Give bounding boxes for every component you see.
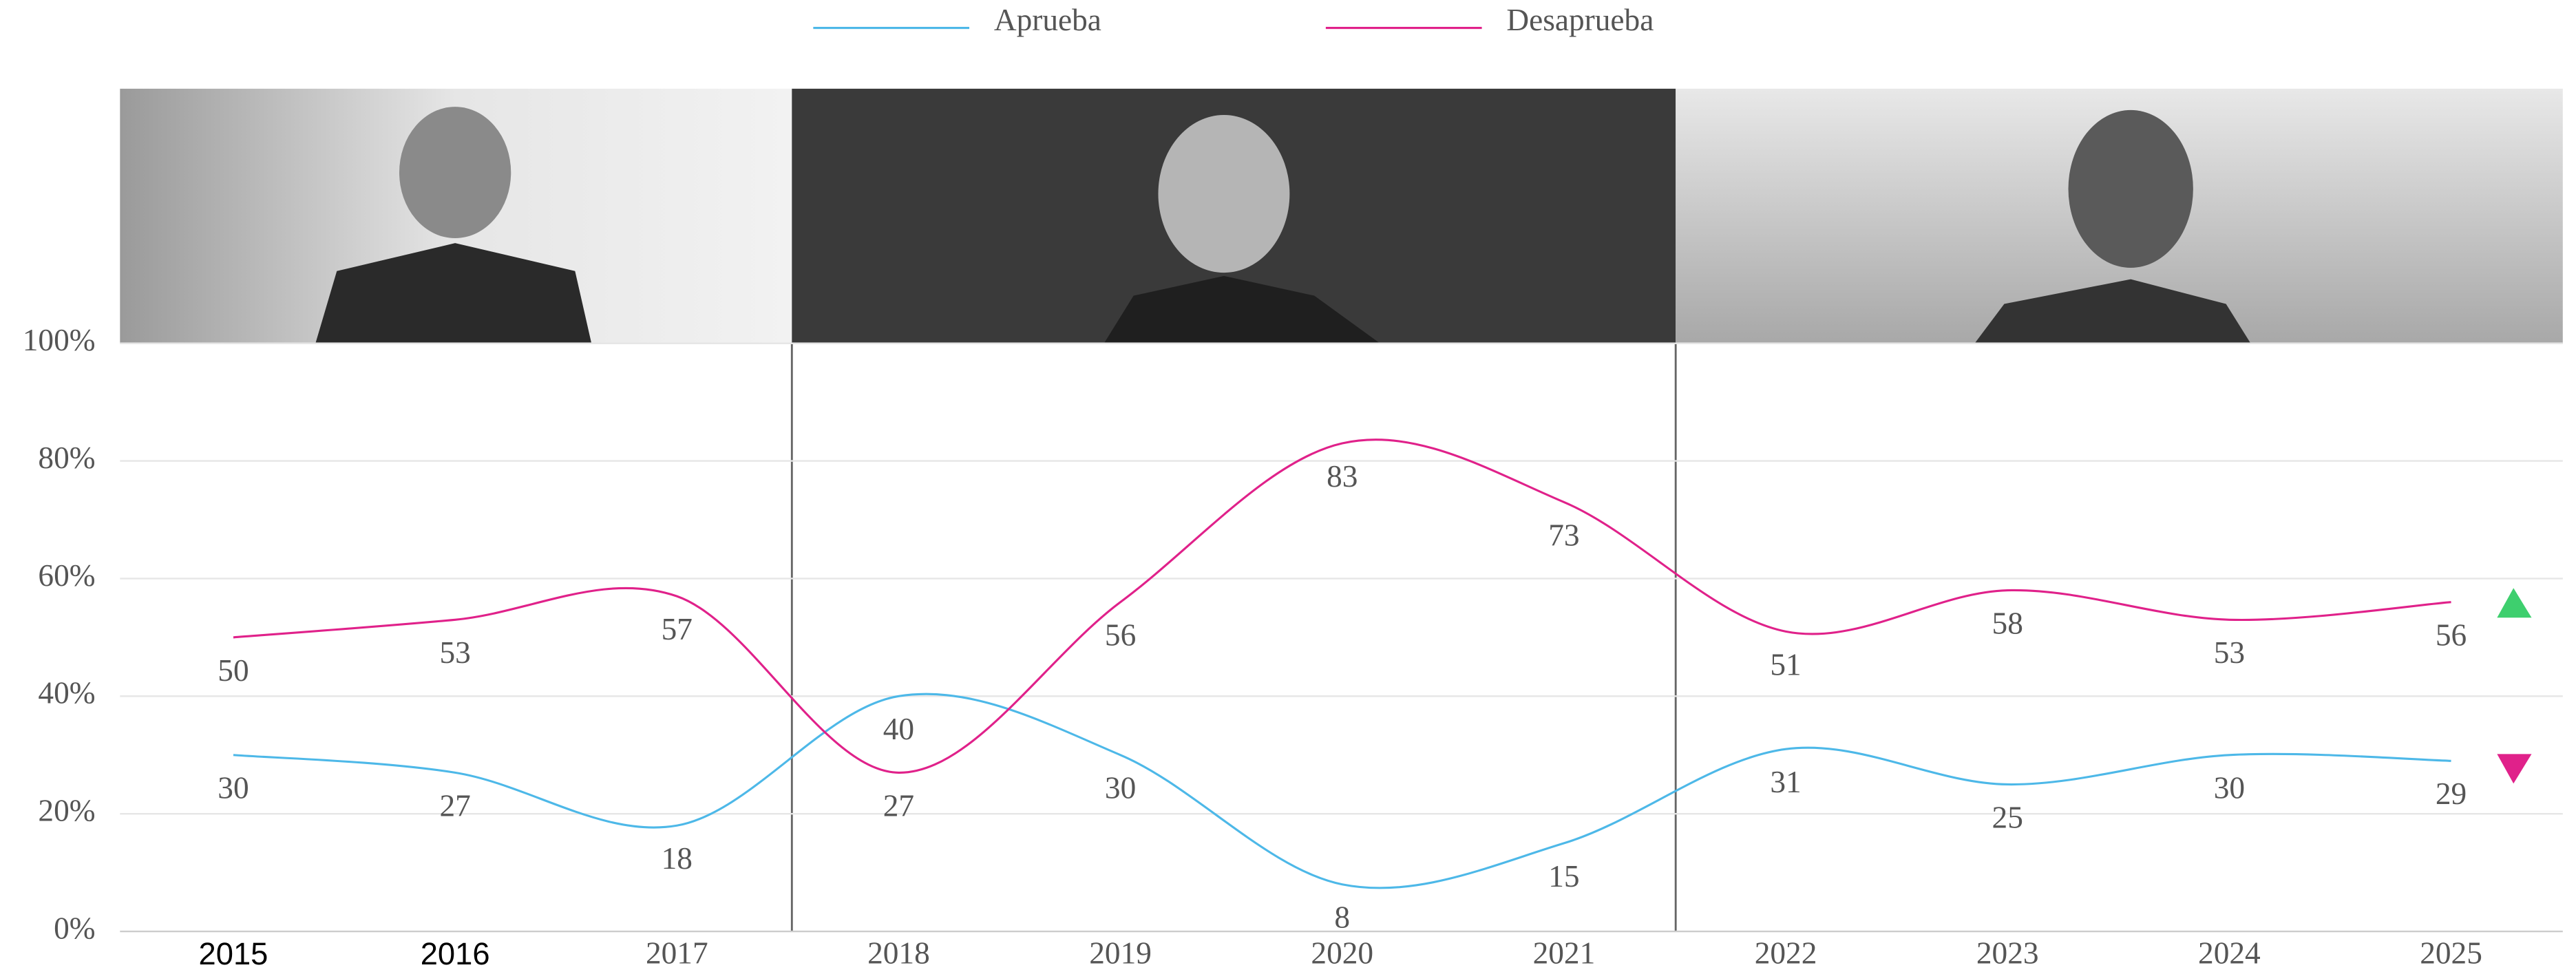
y-tick-label: 40% — [38, 676, 95, 710]
photo-panels — [120, 88, 2563, 344]
x-tick-label: 2022 — [1755, 936, 1817, 970]
data-label: 29 — [2436, 776, 2467, 811]
data-label: 56 — [1105, 618, 1136, 653]
data-label: 30 — [218, 771, 249, 805]
data-label: 40 — [883, 712, 914, 746]
data-label: 83 — [1327, 459, 1358, 494]
legend-label: Desaprueba — [1506, 3, 1654, 37]
data-label: 73 — [1548, 518, 1579, 552]
down-arrow — [2497, 754, 2532, 784]
y-tick-label: 60% — [38, 558, 95, 593]
data-label: 27 — [883, 788, 914, 823]
data-label: 50 — [218, 653, 249, 688]
data-label: 58 — [1992, 606, 2023, 640]
x-tick-label: 2025 — [2420, 936, 2482, 970]
data-label: 25 — [1992, 800, 2023, 834]
portrait — [2068, 109, 2193, 268]
data-label: 53 — [439, 635, 470, 670]
series-line — [233, 439, 2451, 774]
x-tick-label: 2023 — [1976, 936, 2039, 970]
y-tick-label: 80% — [38, 441, 95, 475]
x-tick-label: 2015 — [199, 936, 268, 971]
data-label: 31 — [1770, 765, 1801, 799]
up-arrow — [2497, 588, 2532, 618]
data-label: 18 — [662, 841, 693, 876]
x-tick-label: 2024 — [2198, 936, 2261, 970]
data-label: 30 — [1105, 771, 1136, 805]
portrait — [1104, 275, 1380, 344]
series-line — [233, 693, 2451, 889]
portrait — [1974, 279, 2251, 344]
data-label: 27 — [439, 788, 470, 823]
y-tick-label: 100% — [23, 323, 96, 357]
portrait — [315, 243, 592, 344]
x-tick-label: 2021 — [1533, 936, 1596, 970]
x-tick-label: 2019 — [1089, 936, 1152, 970]
data-label: 30 — [2214, 771, 2245, 805]
data-label: 53 — [2214, 635, 2245, 670]
x-tick-label: 2020 — [1311, 936, 1373, 970]
data-label: 57 — [662, 612, 693, 646]
data-label: 51 — [1770, 647, 1801, 682]
data-label: 15 — [1548, 859, 1579, 894]
y-tick-label: 0% — [54, 911, 95, 945]
x-tick-label: 2016 — [421, 936, 490, 971]
x-tick-label: 2018 — [867, 936, 930, 970]
y-tick-label: 20% — [38, 794, 95, 828]
data-label: 8 — [1334, 900, 1350, 935]
x-tick-label: 2017 — [646, 936, 708, 970]
portrait — [399, 107, 511, 239]
portrait — [1158, 115, 1290, 273]
legend-label: Aprueba — [994, 3, 1101, 37]
data-label: 56 — [2436, 618, 2467, 653]
